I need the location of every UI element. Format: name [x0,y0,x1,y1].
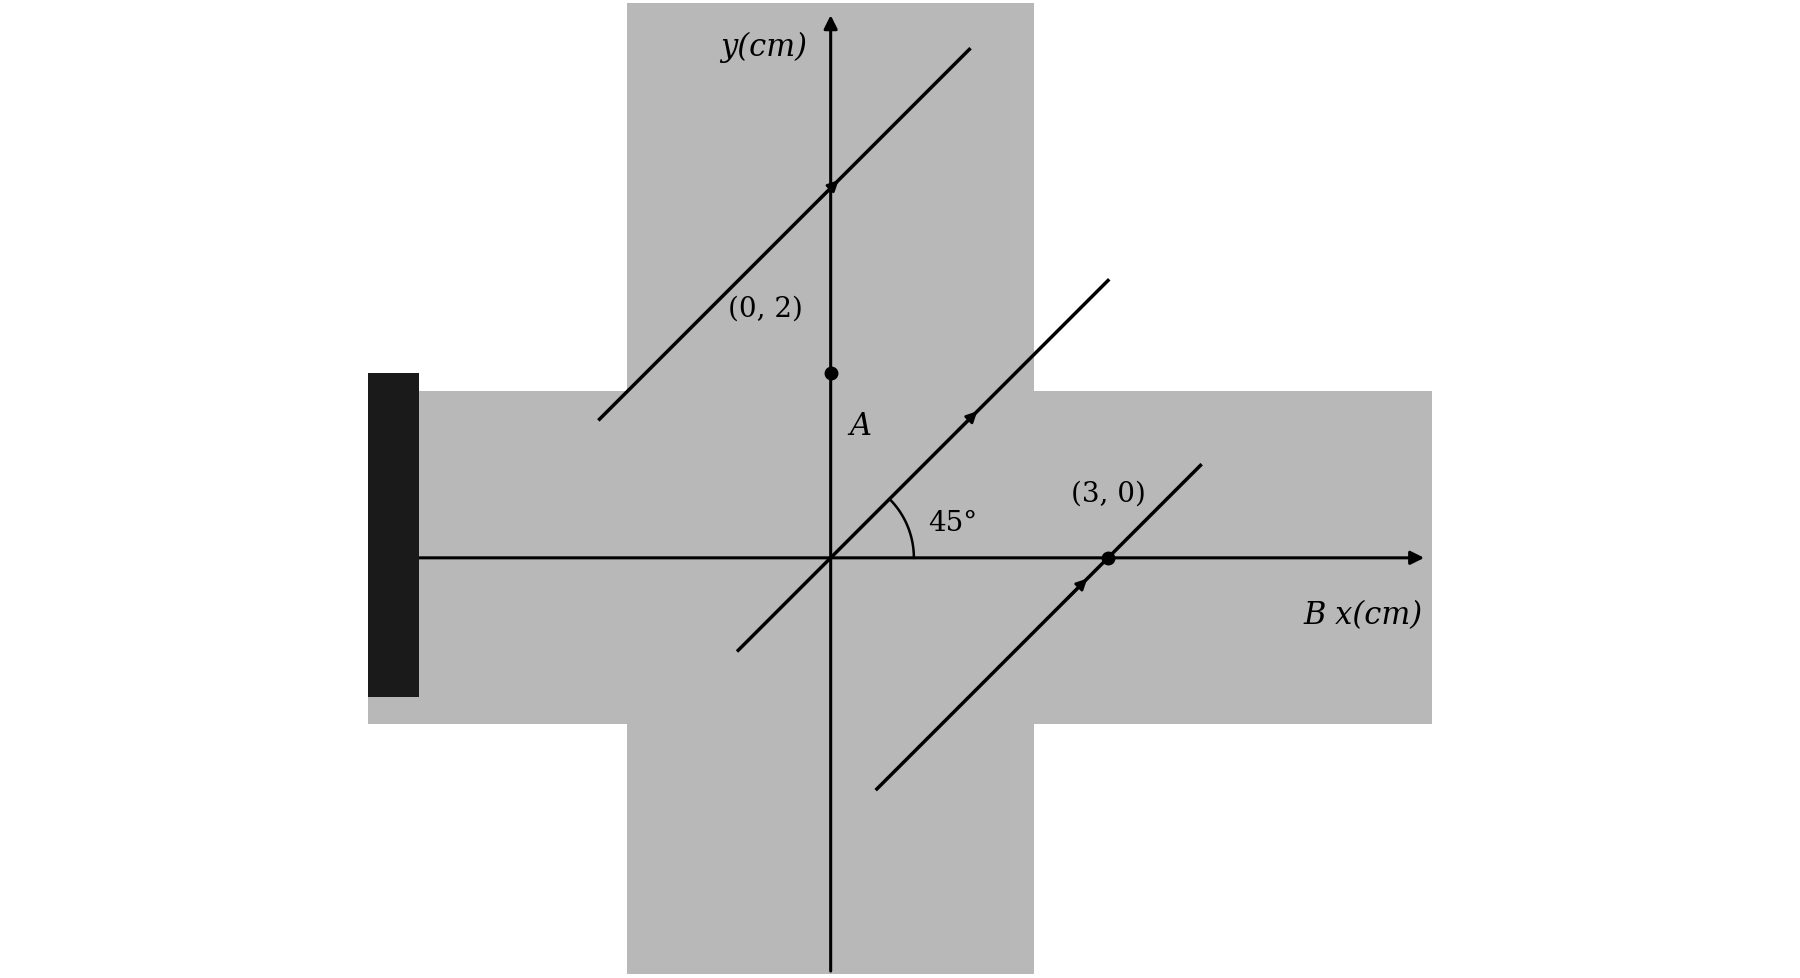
Text: (3, 0): (3, 0) [1071,480,1145,508]
Bar [369,374,419,696]
Text: B x(cm): B x(cm) [1303,600,1422,631]
Bar [626,4,1033,974]
Text: y(cm): y(cm) [720,32,808,63]
Text: A: A [850,411,871,441]
Text: (0, 2): (0, 2) [727,295,803,323]
Text: 45°: 45° [927,510,977,537]
Bar [369,392,1431,725]
